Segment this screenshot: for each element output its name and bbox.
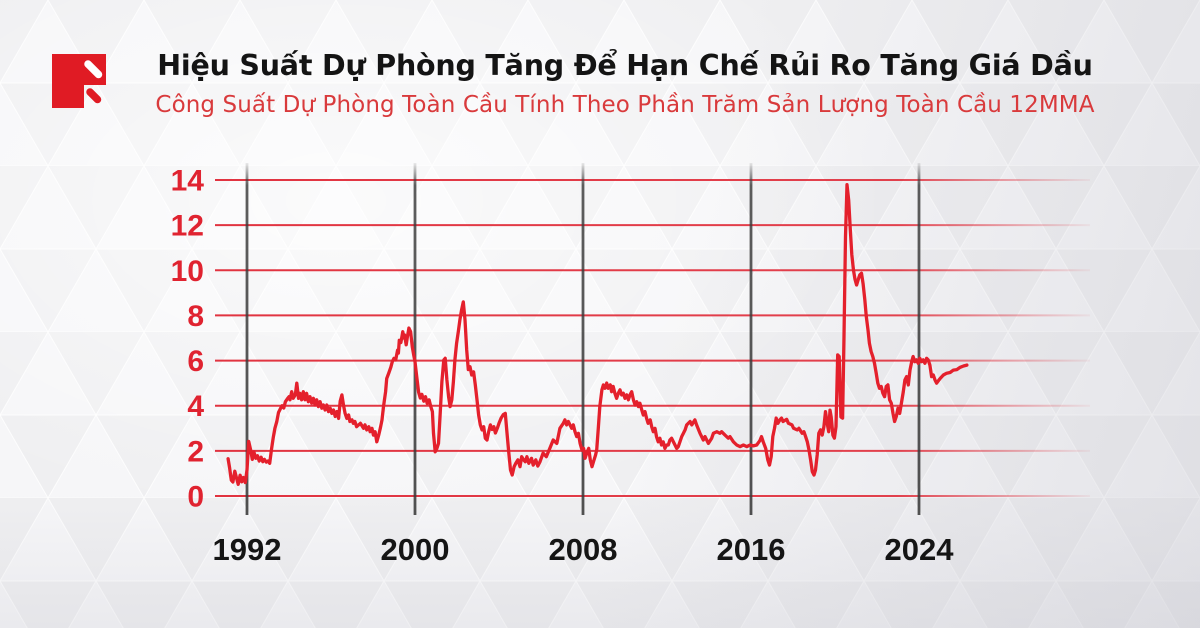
- y-tick-label: 8: [187, 300, 204, 333]
- y-tick-label: 6: [187, 345, 204, 378]
- spare-capacity-data-line: [226, 183, 969, 486]
- y-tick-label: 10: [171, 255, 204, 288]
- x-tick-label: 2000: [381, 532, 450, 567]
- y-tick-label: 2: [187, 435, 204, 468]
- y-tick-label: 4: [187, 390, 204, 423]
- y-tick-label: 0: [187, 481, 204, 514]
- x-tick-label: 2024: [885, 532, 955, 567]
- x-tick-label: 2016: [717, 532, 786, 567]
- header: Hiệu Suất Dự Phòng Tăng Để Hạn Chế Rủi R…: [140, 48, 1110, 118]
- page-title: Hiệu Suất Dự Phòng Tăng Để Hạn Chế Rủi R…: [157, 49, 1093, 82]
- brand-logo: [52, 54, 106, 108]
- y-tick-label: 14: [171, 165, 205, 198]
- page-subtitle: Công Suất Dự Phòng Toàn Cầu Tính Theo Ph…: [155, 91, 1095, 118]
- x-tick-label: 1992: [213, 532, 282, 567]
- brand-logo-icon: [52, 54, 106, 108]
- y-tick-label: 12: [171, 210, 204, 243]
- x-tick-label: 2008: [549, 532, 618, 567]
